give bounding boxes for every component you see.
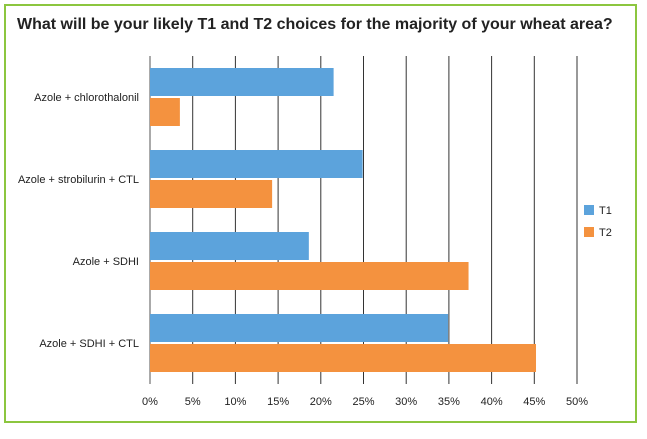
category-label: Azole + SDHI xyxy=(73,256,139,268)
chart-title: What will be your likely T1 and T2 choic… xyxy=(17,16,613,33)
x-tick-label: 50% xyxy=(566,396,588,408)
bar-t2 xyxy=(150,98,180,126)
x-tick-label: 30% xyxy=(395,396,417,408)
bar-t1 xyxy=(150,314,449,342)
category-label: Azole + chlorothalonil xyxy=(34,92,139,104)
bar-t2 xyxy=(150,180,273,208)
x-tick-label: 20% xyxy=(310,396,332,408)
legend-label-t2: T2 xyxy=(599,227,612,239)
legend-label-t1: T1 xyxy=(599,205,612,217)
x-tick-label: 35% xyxy=(438,396,460,408)
legend-swatch-t2 xyxy=(584,227,594,237)
category-label: Azole + strobilurin + CTL xyxy=(18,174,139,186)
bar-t2 xyxy=(150,344,537,372)
bar-t1 xyxy=(150,68,334,96)
category-label: Azole + SDHI + CTL xyxy=(39,338,139,350)
x-tick-label: 0% xyxy=(142,396,158,408)
bar-t1 xyxy=(150,150,363,178)
legend-swatch-t1 xyxy=(584,205,594,215)
x-tick-label: 5% xyxy=(185,396,201,408)
x-tick-label: 45% xyxy=(523,396,545,408)
x-tick-label: 40% xyxy=(481,396,503,408)
x-tick-label: 25% xyxy=(352,396,374,408)
x-tick-label: 10% xyxy=(224,396,246,408)
x-tick-label: 15% xyxy=(267,396,289,408)
bar-t2 xyxy=(150,262,469,290)
bar-t1 xyxy=(150,232,309,260)
